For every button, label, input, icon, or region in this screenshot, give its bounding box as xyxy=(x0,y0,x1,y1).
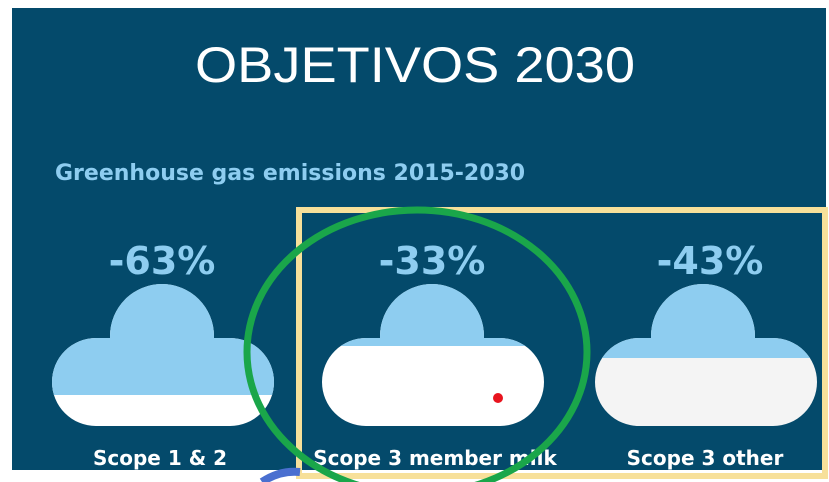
decoration xyxy=(259,467,301,482)
title: OBJETIVOS 2030 xyxy=(195,37,635,93)
percentage: -43% xyxy=(657,239,764,283)
highlight-box xyxy=(296,207,828,479)
scope-label: Scope 3 other xyxy=(627,446,784,470)
scope-label: Scope 1 & 2 xyxy=(93,446,227,470)
percentage: -33% xyxy=(379,239,486,283)
percentage: -63% xyxy=(109,239,216,283)
highlight-circle xyxy=(243,206,591,482)
subtitle: Greenhouse gas emissions 2015-2030 xyxy=(55,161,525,186)
pointer-dot xyxy=(493,393,503,403)
